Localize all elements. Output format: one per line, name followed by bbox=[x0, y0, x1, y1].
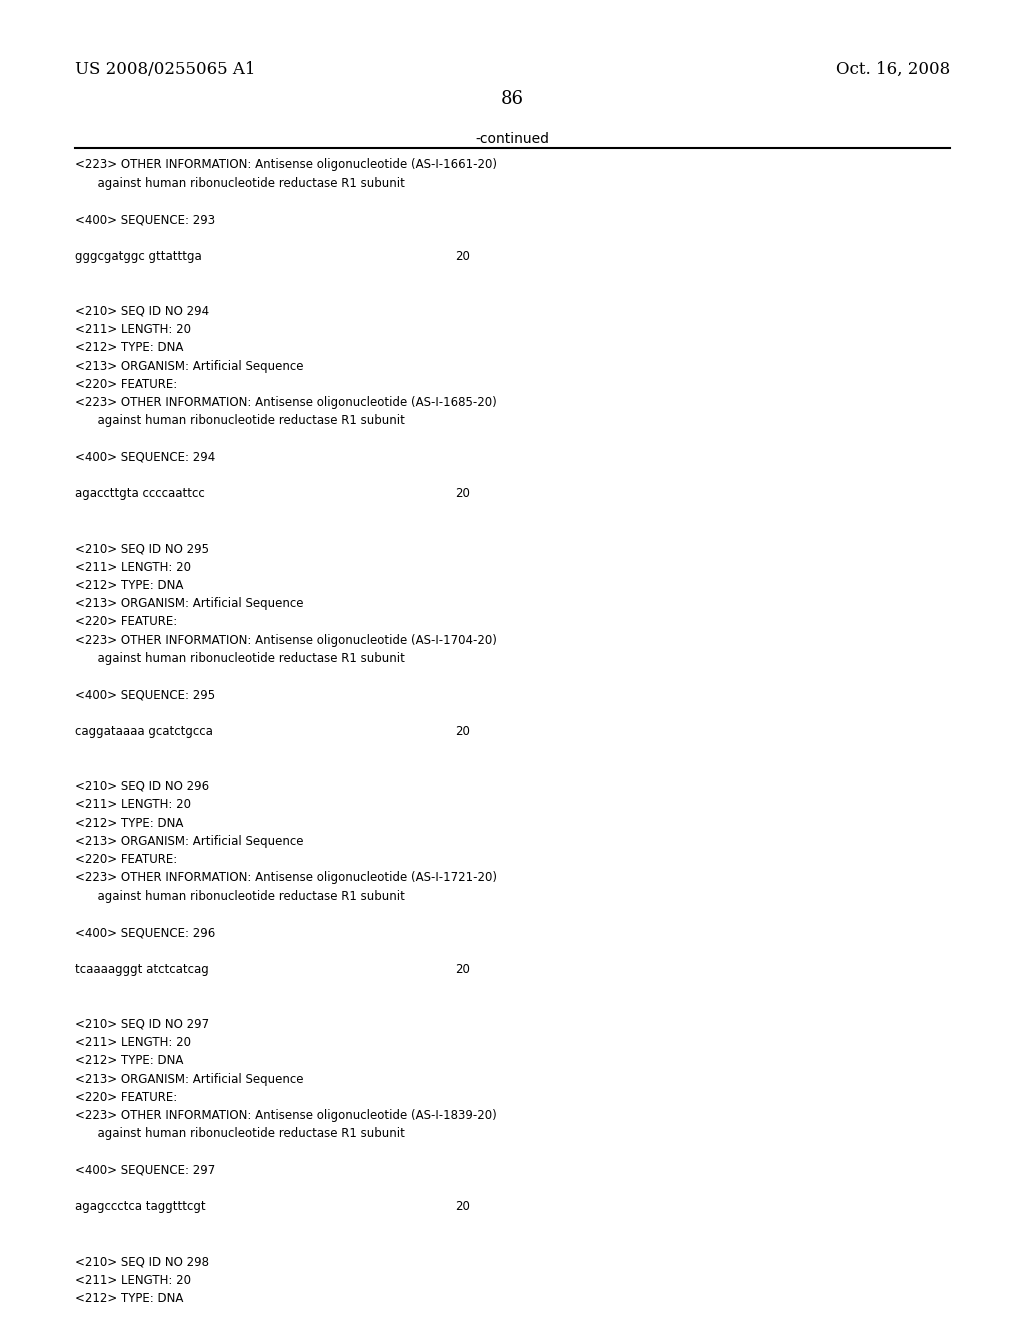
Text: against human ribonucleotide reductase R1 subunit: against human ribonucleotide reductase R… bbox=[75, 414, 404, 428]
Text: <223> OTHER INFORMATION: Antisense oligonucleotide (AS-I-1661-20): <223> OTHER INFORMATION: Antisense oligo… bbox=[75, 158, 497, 172]
Text: <400> SEQUENCE: 295: <400> SEQUENCE: 295 bbox=[75, 689, 215, 701]
Text: agaccttgta ccccaattcc: agaccttgta ccccaattcc bbox=[75, 487, 205, 500]
Text: <212> TYPE: DNA: <212> TYPE: DNA bbox=[75, 341, 183, 354]
Text: <223> OTHER INFORMATION: Antisense oligonucleotide (AS-I-1721-20): <223> OTHER INFORMATION: Antisense oligo… bbox=[75, 871, 497, 884]
Text: <223> OTHER INFORMATION: Antisense oligonucleotide (AS-I-1704-20): <223> OTHER INFORMATION: Antisense oligo… bbox=[75, 634, 497, 647]
Text: <212> TYPE: DNA: <212> TYPE: DNA bbox=[75, 817, 183, 829]
Text: <212> TYPE: DNA: <212> TYPE: DNA bbox=[75, 579, 183, 591]
Text: 86: 86 bbox=[501, 90, 523, 108]
Text: caggataaaa gcatctgcca: caggataaaa gcatctgcca bbox=[75, 725, 213, 738]
Text: against human ribonucleotide reductase R1 subunit: against human ribonucleotide reductase R… bbox=[75, 652, 404, 665]
Text: against human ribonucleotide reductase R1 subunit: against human ribonucleotide reductase R… bbox=[75, 177, 404, 190]
Text: 20: 20 bbox=[455, 487, 470, 500]
Text: <211> LENGTH: 20: <211> LENGTH: 20 bbox=[75, 799, 191, 812]
Text: against human ribonucleotide reductase R1 subunit: against human ribonucleotide reductase R… bbox=[75, 1127, 404, 1140]
Text: <212> TYPE: DNA: <212> TYPE: DNA bbox=[75, 1292, 183, 1305]
Text: 20: 20 bbox=[455, 962, 470, 975]
Text: tcaaaagggt atctcatcag: tcaaaagggt atctcatcag bbox=[75, 962, 209, 975]
Text: <400> SEQUENCE: 293: <400> SEQUENCE: 293 bbox=[75, 214, 215, 226]
Text: gggcgatggc gttatttga: gggcgatggc gttatttga bbox=[75, 249, 202, 263]
Text: against human ribonucleotide reductase R1 subunit: against human ribonucleotide reductase R… bbox=[75, 890, 404, 903]
Text: 20: 20 bbox=[455, 725, 470, 738]
Text: <210> SEQ ID NO 298: <210> SEQ ID NO 298 bbox=[75, 1255, 209, 1269]
Text: 20: 20 bbox=[455, 249, 470, 263]
Text: <211> LENGTH: 20: <211> LENGTH: 20 bbox=[75, 561, 191, 574]
Text: <213> ORGANISM: Artificial Sequence: <213> ORGANISM: Artificial Sequence bbox=[75, 597, 303, 610]
Text: <210> SEQ ID NO 297: <210> SEQ ID NO 297 bbox=[75, 1018, 209, 1031]
Text: <220> FEATURE:: <220> FEATURE: bbox=[75, 1090, 177, 1104]
Text: agagccctca taggtttcgt: agagccctca taggtttcgt bbox=[75, 1200, 206, 1213]
Text: Oct. 16, 2008: Oct. 16, 2008 bbox=[836, 61, 950, 78]
Text: <223> OTHER INFORMATION: Antisense oligonucleotide (AS-I-1685-20): <223> OTHER INFORMATION: Antisense oligo… bbox=[75, 396, 497, 409]
Text: 20: 20 bbox=[455, 1200, 470, 1213]
Text: -continued: -continued bbox=[475, 132, 549, 147]
Text: <220> FEATURE:: <220> FEATURE: bbox=[75, 853, 177, 866]
Text: <400> SEQUENCE: 296: <400> SEQUENCE: 296 bbox=[75, 927, 215, 940]
Text: <220> FEATURE:: <220> FEATURE: bbox=[75, 615, 177, 628]
Text: <213> ORGANISM: Artificial Sequence: <213> ORGANISM: Artificial Sequence bbox=[75, 834, 303, 847]
Text: <213> ORGANISM: Artificial Sequence: <213> ORGANISM: Artificial Sequence bbox=[75, 1072, 303, 1085]
Text: <210> SEQ ID NO 296: <210> SEQ ID NO 296 bbox=[75, 780, 209, 793]
Text: <211> LENGTH: 20: <211> LENGTH: 20 bbox=[75, 323, 191, 335]
Text: <213> ORGANISM: Artificial Sequence: <213> ORGANISM: Artificial Sequence bbox=[75, 359, 303, 372]
Text: <223> OTHER INFORMATION: Antisense oligonucleotide (AS-I-1839-20): <223> OTHER INFORMATION: Antisense oligo… bbox=[75, 1109, 497, 1122]
Text: <210> SEQ ID NO 294: <210> SEQ ID NO 294 bbox=[75, 305, 209, 318]
Text: <211> LENGTH: 20: <211> LENGTH: 20 bbox=[75, 1036, 191, 1049]
Text: <210> SEQ ID NO 295: <210> SEQ ID NO 295 bbox=[75, 543, 209, 556]
Text: <212> TYPE: DNA: <212> TYPE: DNA bbox=[75, 1055, 183, 1067]
Text: <211> LENGTH: 20: <211> LENGTH: 20 bbox=[75, 1274, 191, 1287]
Text: <220> FEATURE:: <220> FEATURE: bbox=[75, 378, 177, 391]
Text: <400> SEQUENCE: 297: <400> SEQUENCE: 297 bbox=[75, 1164, 215, 1177]
Text: <400> SEQUENCE: 294: <400> SEQUENCE: 294 bbox=[75, 451, 215, 463]
Text: US 2008/0255065 A1: US 2008/0255065 A1 bbox=[75, 61, 256, 78]
